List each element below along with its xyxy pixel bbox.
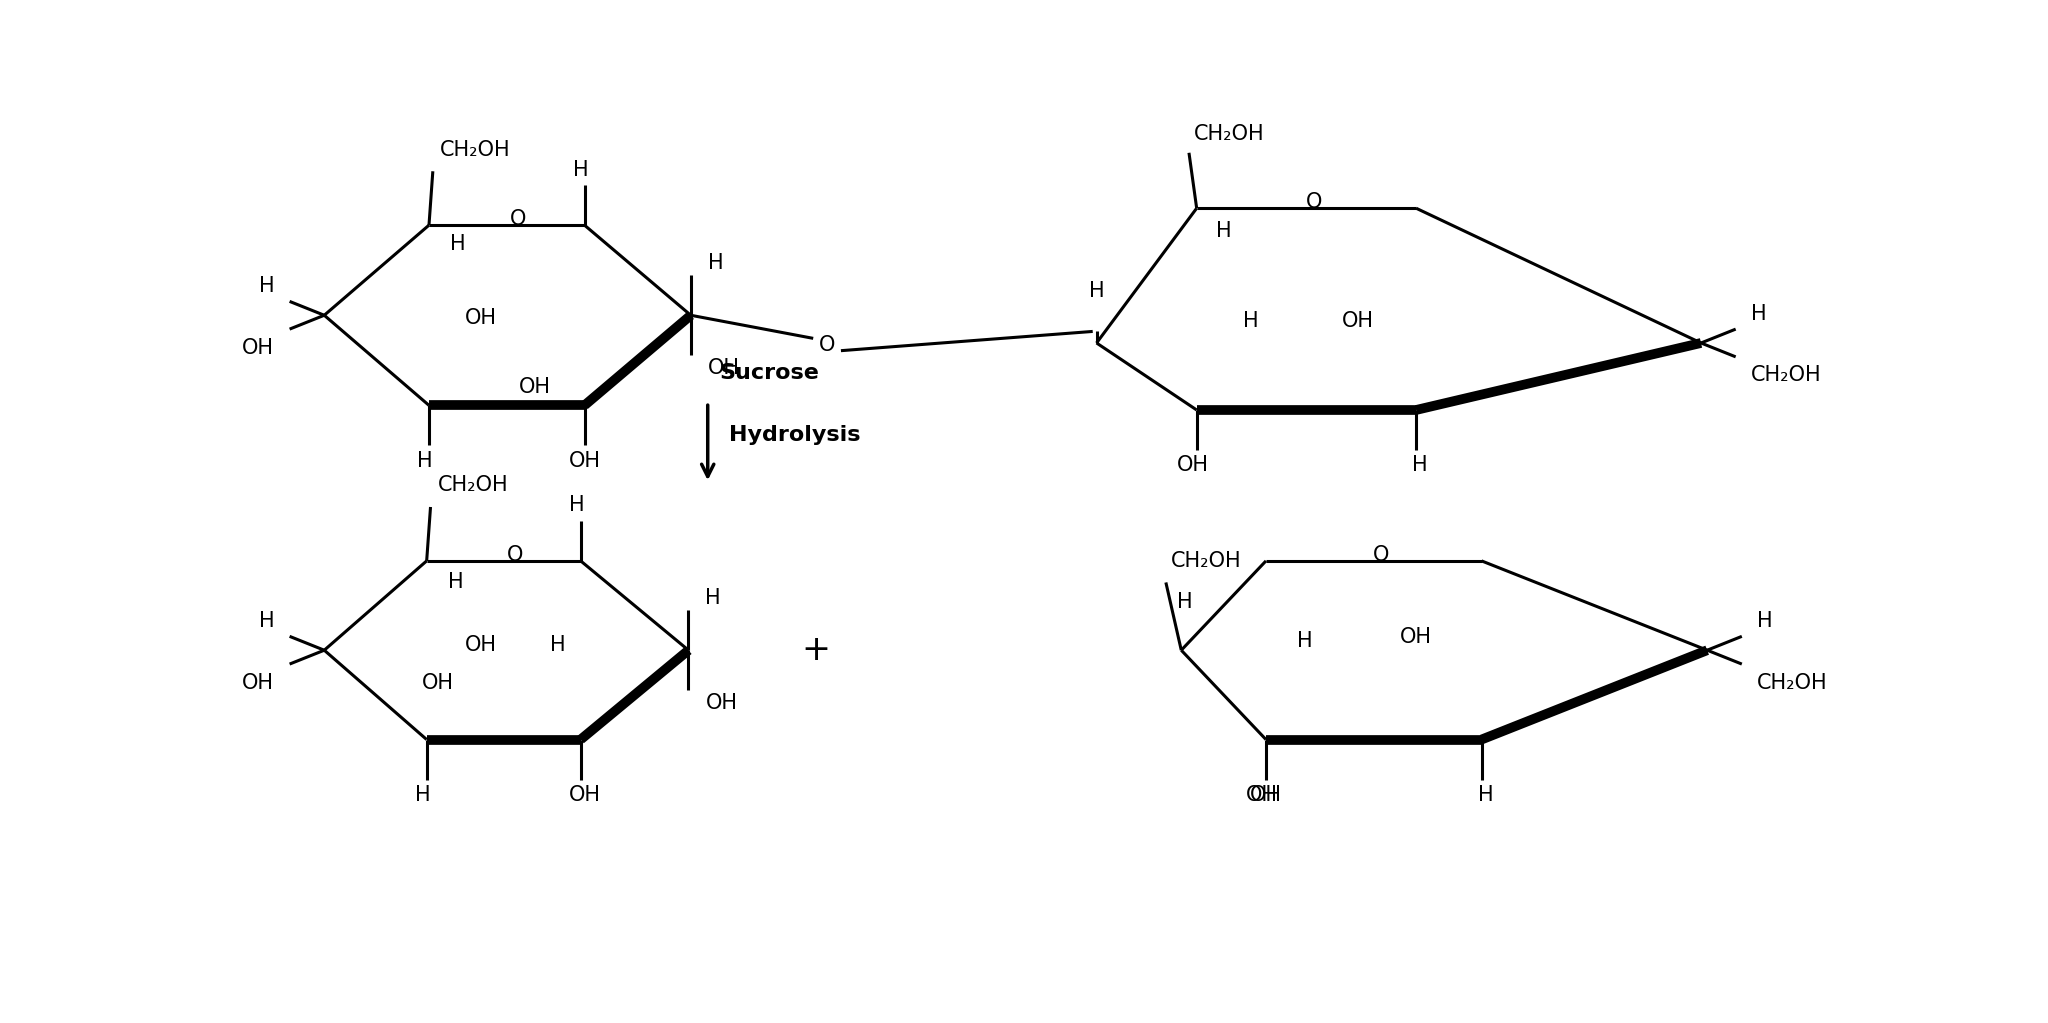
Text: H: H bbox=[1757, 611, 1774, 631]
Text: OH: OH bbox=[1249, 785, 1282, 805]
Text: H: H bbox=[449, 573, 463, 592]
Text: O: O bbox=[508, 544, 524, 565]
Text: H: H bbox=[1751, 304, 1767, 323]
Text: O: O bbox=[819, 335, 836, 355]
Text: OH: OH bbox=[709, 358, 739, 377]
Text: OH: OH bbox=[705, 693, 737, 713]
Text: H: H bbox=[1477, 785, 1493, 805]
Text: OH: OH bbox=[465, 635, 496, 655]
Text: CH₂OH: CH₂OH bbox=[1751, 365, 1821, 386]
Text: H: H bbox=[258, 611, 274, 631]
Text: OH: OH bbox=[422, 673, 455, 694]
Text: H: H bbox=[1413, 455, 1427, 476]
Text: OH: OH bbox=[465, 308, 496, 327]
Text: O: O bbox=[510, 209, 526, 229]
Text: OH: OH bbox=[569, 451, 600, 471]
Text: H: H bbox=[549, 635, 565, 655]
Text: H: H bbox=[416, 785, 430, 805]
Text: OH: OH bbox=[1178, 455, 1208, 476]
Text: CH₂OH: CH₂OH bbox=[438, 476, 508, 495]
Text: H: H bbox=[258, 276, 274, 296]
Text: H: H bbox=[1217, 221, 1231, 241]
Text: H: H bbox=[709, 253, 723, 273]
Text: Sucrose: Sucrose bbox=[719, 363, 819, 383]
Text: OH: OH bbox=[1245, 785, 1278, 805]
Text: O: O bbox=[1307, 192, 1323, 212]
Text: OH: OH bbox=[242, 672, 274, 693]
Text: +: + bbox=[801, 633, 829, 667]
Text: H: H bbox=[569, 495, 584, 516]
Text: CH₂OH: CH₂OH bbox=[440, 140, 510, 160]
Text: CH₂OH: CH₂OH bbox=[1171, 551, 1241, 571]
Text: OH: OH bbox=[1341, 311, 1374, 331]
Text: H: H bbox=[573, 160, 588, 180]
Text: CH₂OH: CH₂OH bbox=[1757, 672, 1829, 693]
Text: OH: OH bbox=[1401, 627, 1432, 648]
Text: H: H bbox=[418, 451, 432, 471]
Text: H: H bbox=[1090, 280, 1104, 301]
Text: H: H bbox=[1296, 631, 1313, 651]
Text: H: H bbox=[1243, 311, 1257, 331]
Text: Hydrolysis: Hydrolysis bbox=[729, 425, 860, 445]
Text: OH: OH bbox=[518, 376, 551, 397]
Text: H: H bbox=[451, 234, 467, 255]
Text: OH: OH bbox=[242, 338, 274, 358]
Text: O: O bbox=[1374, 544, 1391, 565]
Text: H: H bbox=[1178, 592, 1192, 613]
Text: CH₂OH: CH₂OH bbox=[1194, 124, 1264, 143]
Text: H: H bbox=[705, 588, 721, 608]
Text: OH: OH bbox=[569, 785, 600, 805]
